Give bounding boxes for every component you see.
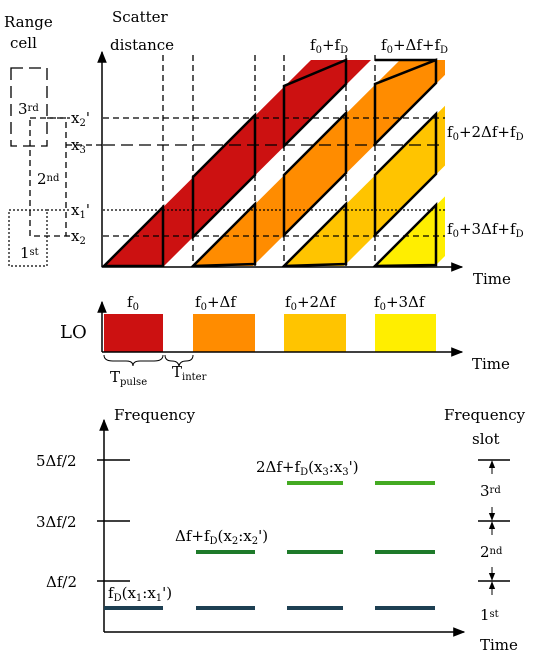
range-cell-title-line1: Range xyxy=(4,13,53,31)
lo-pulse-label-3: f0+3Δf xyxy=(374,293,426,313)
top-plot-guides xyxy=(47,55,445,266)
slot-label-2nd: 2nd xyxy=(480,543,503,561)
lo-pulse-3 xyxy=(375,314,436,352)
freq-label-0: f0+fD xyxy=(310,36,348,56)
lo-pulse-2 xyxy=(284,314,346,352)
range-cell-title-line2: cell xyxy=(10,34,37,52)
level-label-2: 2Δf+fD(x3:x3') xyxy=(256,458,359,478)
mark-x1-prime: x1' xyxy=(71,201,90,221)
slot-label-3rd: 3rd xyxy=(480,482,501,500)
mark-x3: x3 xyxy=(71,136,86,156)
slot-title-line2: slot xyxy=(472,430,500,448)
frequency-levels xyxy=(104,481,435,610)
tpulse-label: Tpulse xyxy=(110,368,147,388)
lo-pulse-label-0: f0 xyxy=(127,293,139,313)
lo-pulse-label-1: f0+Δf xyxy=(195,293,237,313)
pulse-outline-1-3 xyxy=(373,58,438,148)
top-ylabel-distance: distance xyxy=(110,36,174,54)
lo-xlabel: Time xyxy=(472,355,510,373)
pulse-outline-1-1 xyxy=(189,200,257,268)
cell-label-3rd: 3rd xyxy=(18,100,39,118)
mark-x2: x2 xyxy=(71,227,86,247)
pulse-outlines xyxy=(100,58,438,268)
mark-x2-prime: x2' xyxy=(71,109,90,129)
lo-pulse-label-2: f0+2Δf xyxy=(285,293,337,313)
lo-axes xyxy=(97,300,464,357)
frequency-slot-legend: Frequency slot xyxy=(444,406,526,595)
lo-pulse-1 xyxy=(193,314,255,352)
tick-label-3: 3Δf/2 xyxy=(36,513,77,531)
cell-label-1st: 1st xyxy=(20,244,39,262)
cell-box-3rd xyxy=(10,67,48,147)
top-xlabel: Time xyxy=(473,270,511,288)
freq-label-2: f0+2Δf+fD xyxy=(447,123,524,143)
freq-label-1: f0+Δf+fD xyxy=(381,36,448,56)
lo-pulses xyxy=(104,314,436,352)
tinter-brace xyxy=(164,354,194,367)
bottom-xlabel: Time xyxy=(480,636,518,654)
lo-label: LO xyxy=(60,322,87,343)
slot-label-1st: 1st xyxy=(480,606,499,624)
cell-box-2nd xyxy=(29,117,67,237)
cell-label-2nd: 2nd xyxy=(37,170,60,188)
tinter-label: Tinter xyxy=(172,363,207,383)
top-plot-axes xyxy=(97,50,464,272)
slot-title-line1: Frequency xyxy=(444,406,526,424)
pulse-outline-2-2 xyxy=(280,200,348,268)
tick-label-5: 5Δf/2 xyxy=(36,452,77,470)
top-ylabel-scatter: Scatter xyxy=(112,8,169,26)
level-label-0: fD(x1:x1') xyxy=(108,584,172,604)
freq-label-3: f0+3Δf+fD xyxy=(447,220,524,240)
range-cell-title: Range cell xyxy=(4,13,53,52)
band-0 xyxy=(104,60,371,266)
bottom-ylabel: Frequency xyxy=(114,406,196,424)
range-cell-boxes: 3rd 2nd 1st xyxy=(8,67,67,267)
bottom-axes xyxy=(97,418,466,637)
level-label-1: Δf+fD(x2:x2') xyxy=(175,527,268,547)
tick-label-1: Δf/2 xyxy=(46,573,77,591)
tpulse-brace xyxy=(103,354,164,367)
cell-box-1st xyxy=(8,209,48,267)
lo-pulse-0 xyxy=(104,314,163,352)
